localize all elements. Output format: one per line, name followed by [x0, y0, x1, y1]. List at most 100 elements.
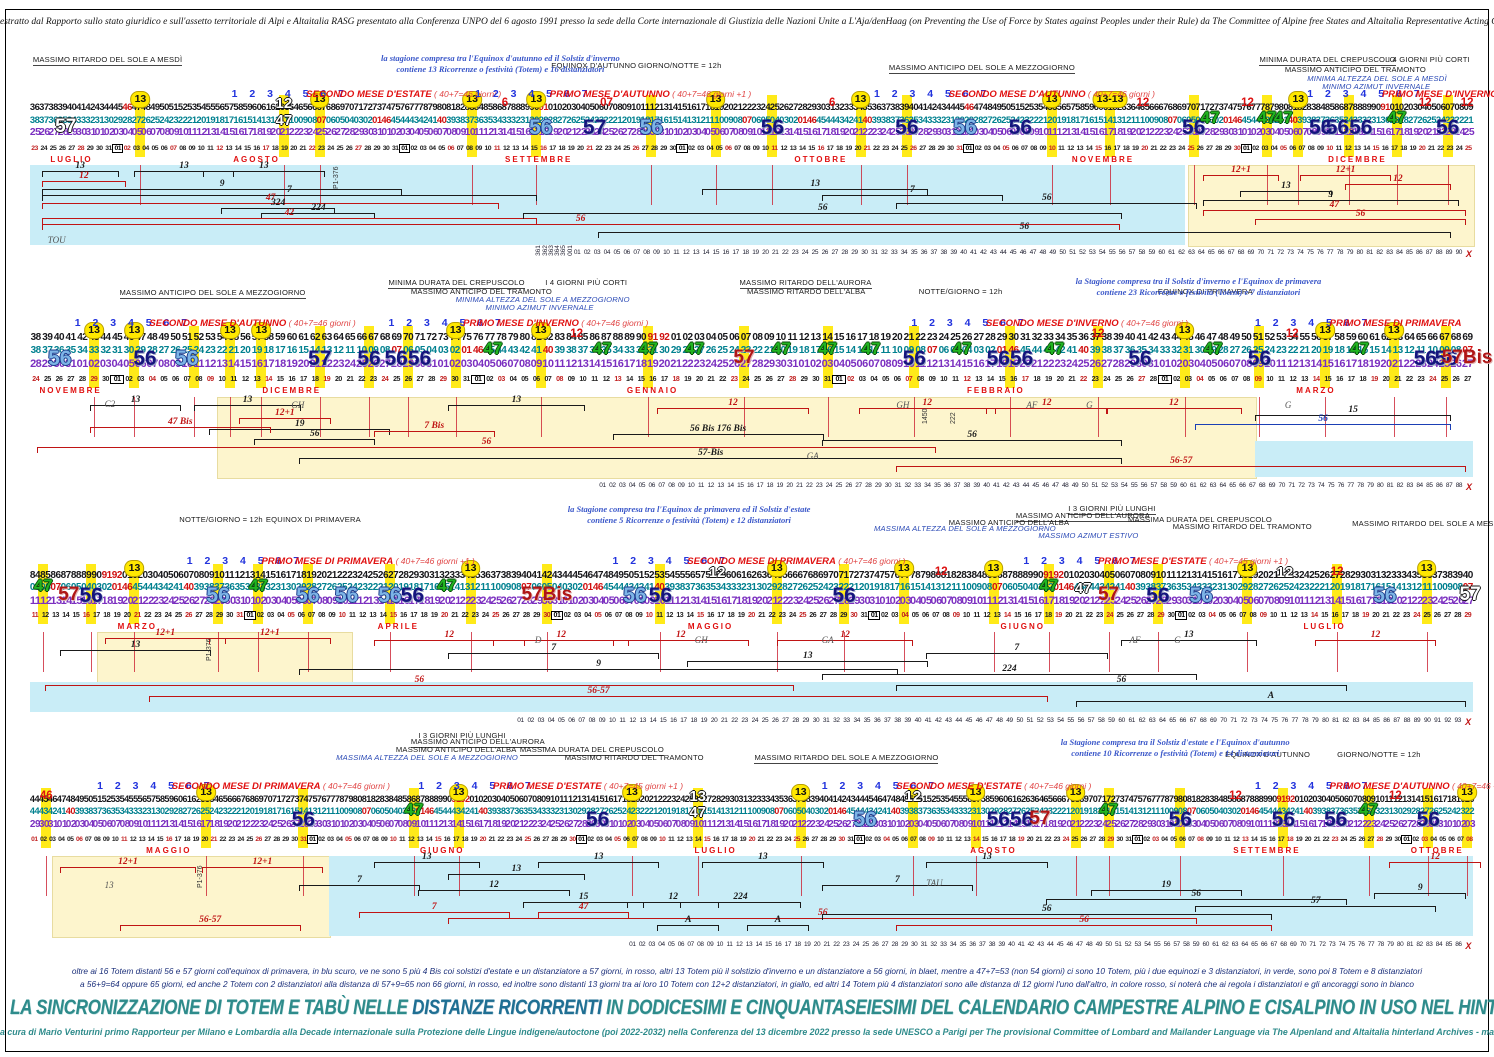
- day-of-month-row-cell: 02: [1171, 376, 1183, 383]
- axis-tick: 09: [651, 249, 661, 259]
- cycle-date-row-cell: 05: [927, 819, 936, 830]
- cycle-date-row-cell: 26: [1135, 595, 1145, 607]
- count-down-row-cell: 31: [559, 806, 568, 816]
- day-of-month-row-cell: 08: [1248, 612, 1258, 619]
- day-of-month-row-cell: 08: [1196, 836, 1205, 843]
- count-up-row-cell: 33: [1391, 570, 1401, 581]
- day-of-month-row-cell: 26: [1450, 376, 1462, 383]
- region-letter-label: G: [1285, 400, 1292, 410]
- count-up-row-cell: 92: [1286, 794, 1295, 804]
- month-name-label: GIUGNO: [420, 846, 464, 855]
- axis-tick: 04: [657, 941, 667, 951]
- count-down-row-cell: 06: [326, 114, 335, 125]
- count-up-row-cell: 39: [899, 101, 908, 112]
- count-up-row-cell: 39: [511, 570, 521, 581]
- day-of-month-row-cell: 21: [1066, 376, 1078, 383]
- count-up-row-cell: 05: [585, 101, 594, 112]
- cycle-date-row-cell: 20: [1131, 127, 1140, 138]
- axis-tick: 44: [1021, 482, 1031, 492]
- day-of-month-row-cell: 12: [40, 612, 50, 619]
- count-up-row-cell: 66: [356, 332, 368, 343]
- totem-marker-13: 13: [1288, 91, 1308, 108]
- day-of-month-row-cell: 12: [779, 145, 788, 152]
- totem-marker-56: 56: [1146, 585, 1169, 606]
- count-up-row-cell: 66: [227, 794, 236, 804]
- distance-bracket: 13: [538, 862, 660, 868]
- month-header-text: ( 40+7=46 giorni ): [579, 318, 648, 328]
- day-of-month-row-cell: 06: [724, 145, 733, 152]
- axis-tick: 78: [1300, 717, 1310, 727]
- count-up-row-cell: 62: [309, 332, 321, 343]
- axis-tick: 15: [658, 717, 668, 727]
- distance-bracket: 56: [1255, 219, 1466, 225]
- day-of-month-row-cell: 24: [379, 376, 391, 383]
- day-of-month-row-cell: 10: [658, 836, 667, 843]
- count-up-row-cell: 83: [961, 570, 971, 581]
- count-down-row-cell: 12: [470, 582, 480, 593]
- count-down-row-cell: 44: [30, 806, 39, 816]
- day-of-month-row-cell: 03: [496, 376, 508, 383]
- day-of-month-row-cell: 27: [1205, 145, 1214, 152]
- day-of-month-row-cell: 03: [265, 612, 275, 619]
- count-down-row-cell: 03: [810, 806, 819, 816]
- count-up-row-cell: 12: [1176, 570, 1186, 581]
- axis-tick: 29: [873, 482, 883, 492]
- count-down-row-cell: 17: [224, 114, 233, 125]
- axis-tick: 64: [1240, 941, 1250, 951]
- distance-label: 13: [449, 395, 583, 405]
- day-of-month-row-cell: 30: [668, 145, 677, 152]
- day-of-month-row-cell: 02: [122, 145, 131, 152]
- day-of-month-row-cell: 22: [142, 612, 152, 619]
- count-up-row-cell: 24: [1299, 570, 1309, 581]
- count-down-row-cell: 20: [196, 114, 205, 125]
- count-up-row-cell: 19: [880, 332, 892, 343]
- count-down-row-cell: 28: [1248, 582, 1258, 593]
- astro-caption: EQUINOX DI PRIMAVERA: [266, 515, 361, 524]
- cycle-date-row-cell: 29: [763, 358, 775, 370]
- calendar-band-3: 12+112+11312121212131277139224565656-57A…: [0, 502, 1494, 737]
- count-up-row-cell: 92: [658, 332, 670, 343]
- day-of-month-row-cell: 03: [418, 145, 427, 152]
- axis-prefix-day-number: 001: [567, 245, 574, 256]
- cycle-date-row-cell: 31: [326, 819, 335, 830]
- count-down-row-cell: 38: [496, 806, 505, 816]
- axis-tick: 64: [1218, 482, 1228, 492]
- count-up-row-cell: 07: [183, 570, 193, 581]
- count-up-row-cell: 54: [120, 794, 129, 804]
- day-of-month-row-cell: 30: [95, 145, 104, 152]
- count-up-row-cell: 53: [654, 570, 664, 581]
- day-of-month-row-cell: 01: [400, 145, 409, 152]
- day-of-month-row-cell: 23: [227, 836, 236, 843]
- day-of-month-row-cell: 09: [1205, 836, 1214, 843]
- count-down-row-cell: 03: [437, 345, 449, 356]
- count-up-row-cell: 51: [634, 570, 644, 581]
- cycle-date-row-cell: 17: [1390, 127, 1399, 138]
- count-up-row-cell: 70: [263, 794, 272, 804]
- axis-tick: 81: [1365, 249, 1375, 259]
- cycle-date-row-cell: 21: [670, 358, 682, 370]
- count-down-row-cell: 43: [409, 114, 418, 125]
- count-up-row-cell: 35: [1066, 332, 1078, 343]
- count-down-row-cell: 26: [566, 114, 575, 125]
- axis-tick: 68: [1236, 249, 1246, 259]
- count-up-row-cell: 68: [245, 794, 254, 804]
- count-down-row-cell: 15: [910, 582, 920, 593]
- season-note: la Stagione compresa tra l'Equinox de pr…: [568, 504, 811, 526]
- day-of-month-row-cell: 18: [1286, 836, 1295, 843]
- axis-tick: 87: [1444, 482, 1454, 492]
- axis-tick: 39: [949, 249, 959, 259]
- count-up-row-cell: 89: [1362, 101, 1371, 112]
- cycle-date-row-cell: 27: [1124, 819, 1133, 830]
- count-down-row-cell: 09: [756, 806, 765, 816]
- day-of-month-row-cell: 07: [1456, 836, 1465, 843]
- day-of-month-row-cell: 24: [1061, 836, 1070, 843]
- cycle-date-row-cell: 14: [173, 819, 182, 830]
- day-of-month-row-cell: 17: [1390, 145, 1399, 152]
- month-name-label: OTTOBRE: [1411, 846, 1464, 855]
- count-up-row-cell: 59: [990, 794, 999, 804]
- day-of-month-row-cell: 17: [1112, 145, 1121, 152]
- axis-tick: 03: [647, 941, 657, 951]
- count-up-row-cell: 65: [1043, 794, 1052, 804]
- count-down-row-cell: 21: [187, 114, 196, 125]
- cycle-date-row-cell: 16: [1094, 127, 1103, 138]
